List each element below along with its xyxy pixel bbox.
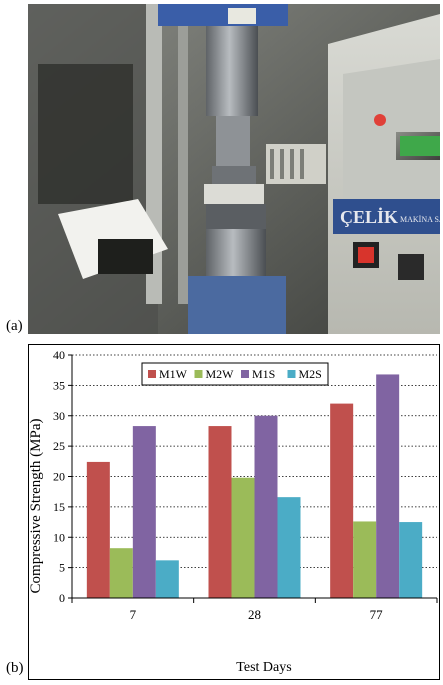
power-switch-light bbox=[358, 247, 374, 263]
bar-m2w-77 bbox=[353, 521, 377, 598]
control-button bbox=[398, 254, 424, 280]
bar-m1w-77 bbox=[330, 403, 354, 598]
bar-m1s-28 bbox=[254, 415, 278, 598]
y-tick-label: 10 bbox=[53, 530, 65, 544]
x-tick-label: 77 bbox=[370, 607, 384, 622]
red-lamp bbox=[374, 114, 386, 126]
x-tick-label: 7 bbox=[130, 607, 137, 622]
legend-swatch-m2w bbox=[194, 370, 203, 378]
x-tick-label: 28 bbox=[248, 607, 261, 622]
y-tick-label: 30 bbox=[53, 409, 65, 423]
lower-ram bbox=[206, 229, 266, 279]
bar-m2w-28 bbox=[231, 477, 255, 598]
legend-swatch-m1s bbox=[241, 370, 249, 378]
test-machine-photo: ÇELİK MAKİNA SAN bbox=[28, 4, 440, 334]
bar-m1s-77 bbox=[376, 374, 400, 598]
radiator bbox=[266, 144, 326, 184]
bar-m1s-7 bbox=[132, 426, 156, 598]
machine-column-2 bbox=[178, 4, 188, 304]
left-shadow bbox=[38, 64, 133, 204]
legend-box bbox=[141, 362, 329, 386]
dark-box bbox=[98, 239, 153, 274]
chart-container: 0 5 10 15 20 25 30 35 40 7 28 77 Compressive Stren… bbox=[28, 344, 440, 680]
crosshead bbox=[158, 4, 288, 26]
panel-b-label: (b) bbox=[6, 660, 24, 676]
brand-text: ÇELİK bbox=[340, 207, 398, 227]
bar-m2w-7 bbox=[109, 548, 133, 598]
x-tick-labels: 7 28 77 bbox=[71, 598, 438, 622]
x-axis-label: Test Days bbox=[236, 660, 291, 675]
y-tick-label: 20 bbox=[53, 470, 65, 484]
legend-label-m1w: M1W bbox=[159, 367, 188, 381]
upper-ram bbox=[206, 26, 258, 116]
brand-subtext: MAKİNA SAN bbox=[400, 215, 440, 224]
machine-base bbox=[188, 276, 286, 334]
lower-grip bbox=[206, 204, 266, 229]
y-tick-labels: 0 5 10 15 20 25 30 35 40 bbox=[53, 348, 72, 605]
brand-strip bbox=[333, 199, 440, 234]
y-axis-label: Compressive Strength (MPa) bbox=[29, 419, 44, 594]
y-tick-label: 5 bbox=[59, 561, 65, 575]
y-tick-label: 35 bbox=[53, 378, 65, 392]
legend-swatch-m1w bbox=[148, 370, 156, 378]
legend-label-m2s: M2S bbox=[299, 367, 322, 381]
panel-a-label: (a) bbox=[6, 318, 23, 334]
display-screen bbox=[400, 136, 440, 156]
bar-m1w-7 bbox=[86, 461, 110, 598]
specimen bbox=[204, 184, 264, 204]
bar-m2s-77 bbox=[399, 522, 423, 598]
y-tick-label: 0 bbox=[59, 591, 65, 605]
crosshead-label bbox=[228, 8, 256, 24]
legend-label-m2w: M2W bbox=[206, 367, 235, 381]
legend: M1W M2W M1S M2S bbox=[141, 362, 329, 386]
bar-m2s-28 bbox=[277, 497, 301, 598]
legend-label-m1s: M1S bbox=[252, 367, 275, 381]
photo-illustration: ÇELİK MAKİNA SAN bbox=[28, 4, 440, 334]
legend-swatch-m2s bbox=[287, 370, 296, 378]
y-tick-label: 40 bbox=[53, 348, 65, 362]
bar-m2s-7 bbox=[155, 560, 179, 598]
y-tick-label: 15 bbox=[53, 500, 65, 514]
control-panel bbox=[343, 59, 440, 204]
bar-m1w-28 bbox=[208, 426, 232, 598]
upper-grip bbox=[216, 116, 250, 166]
bars bbox=[86, 374, 423, 598]
bar-chart: 0 5 10 15 20 25 30 35 40 7 28 77 Compressive Stren… bbox=[28, 348, 438, 675]
y-tick-label: 25 bbox=[53, 439, 65, 453]
